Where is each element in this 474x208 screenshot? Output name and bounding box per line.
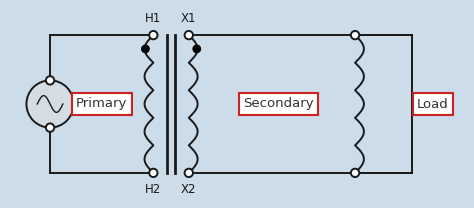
Text: X2: X2: [181, 183, 197, 196]
Text: Secondary: Secondary: [244, 98, 314, 110]
Circle shape: [184, 169, 193, 177]
Circle shape: [149, 169, 157, 177]
Circle shape: [142, 45, 149, 53]
Text: H2: H2: [145, 183, 162, 196]
Circle shape: [46, 76, 54, 85]
Circle shape: [351, 31, 359, 39]
Circle shape: [184, 31, 193, 39]
Circle shape: [46, 123, 54, 132]
Text: H1: H1: [145, 12, 162, 25]
Text: X1: X1: [181, 12, 197, 25]
Circle shape: [149, 31, 157, 39]
Circle shape: [27, 80, 73, 128]
Text: Primary: Primary: [76, 98, 128, 110]
Circle shape: [351, 169, 359, 177]
Text: Load: Load: [417, 98, 449, 110]
Circle shape: [193, 45, 201, 53]
